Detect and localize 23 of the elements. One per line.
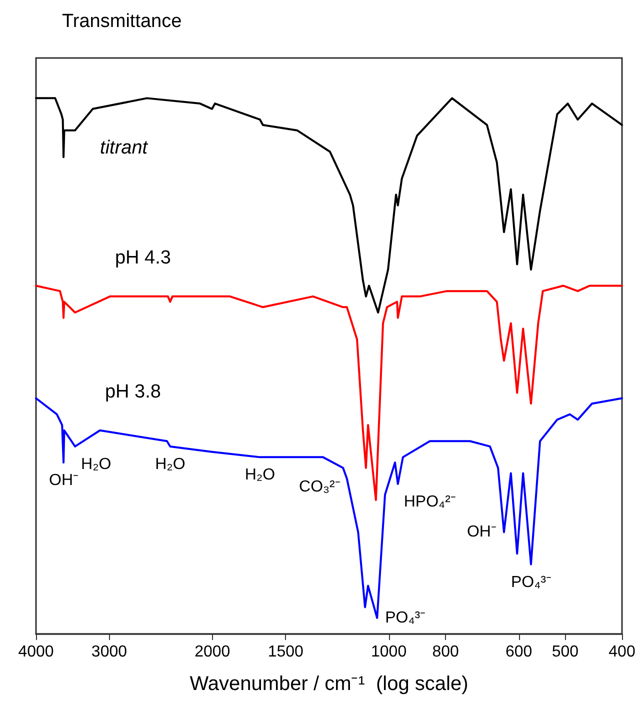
x-tick-label: 400	[608, 644, 636, 660]
x-tick-label: 600	[505, 644, 532, 660]
x-tick-label: 1500	[268, 644, 304, 660]
annotation: H₂O	[244, 466, 276, 484]
x-tick-label: 800	[432, 644, 460, 660]
annotation: PO₄³⁻	[510, 574, 551, 591]
annotation: PO₄³⁻	[385, 609, 426, 626]
x-tick-label: 3000	[91, 644, 128, 660]
annotation: OH⁻	[49, 472, 78, 490]
series-label: pH 3.8	[104, 381, 161, 402]
annotation: H₂O	[155, 456, 186, 473]
x-tick-label: 4000	[18, 644, 54, 660]
series-label: pH 4.3	[114, 247, 171, 268]
x-tick-label: 2000	[194, 644, 230, 660]
annotation: H₂O	[81, 456, 112, 473]
annotation: OH⁻	[466, 524, 496, 541]
x-tick-label: 500	[552, 644, 579, 660]
series-label: titrant	[100, 137, 148, 158]
x-tick-label: 1000	[371, 644, 407, 660]
x-axis-title: Wavenumber / cm⁻¹ (log scale)	[190, 673, 468, 695]
y-axis-title: Transmittance	[62, 11, 182, 32]
annotation: HPO₄²⁻	[404, 493, 456, 510]
annotation: CO₃²⁻	[299, 478, 340, 496]
